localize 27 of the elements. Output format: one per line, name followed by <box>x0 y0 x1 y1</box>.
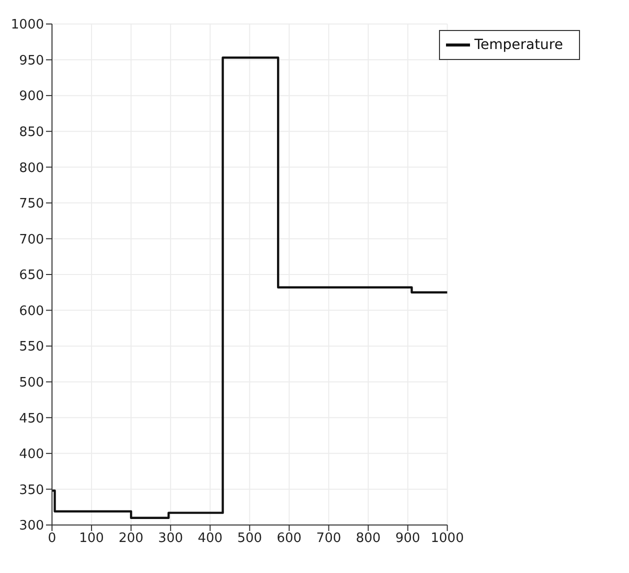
y-tick-label: 550 <box>19 340 44 355</box>
legend-label: Temperature <box>474 37 563 54</box>
y-tick-label: 350 <box>19 482 44 498</box>
y-tick-label: 950 <box>19 53 44 68</box>
x-tick-label: 400 <box>198 531 223 546</box>
y-tick-label: 500 <box>19 375 44 390</box>
y-tick-label: 900 <box>19 89 44 104</box>
x-tick-label: 100 <box>79 531 104 546</box>
x-tick-label: 700 <box>316 531 342 546</box>
x-tick-label: 500 <box>237 531 262 546</box>
x-tick-label: 1000 <box>430 531 464 546</box>
x-tick-label: 600 <box>276 531 302 546</box>
y-tick-label: 650 <box>19 268 44 284</box>
y-tick-label: 600 <box>19 304 44 319</box>
x-tick-label: 800 <box>356 531 381 546</box>
y-tick-label: 800 <box>19 160 44 176</box>
x-tick-label: 300 <box>158 531 184 546</box>
x-tick-label: 200 <box>118 531 144 546</box>
y-tick-label: 400 <box>19 447 44 462</box>
x-tick-label: 0 <box>48 531 56 546</box>
y-tick-label: 300 <box>19 518 44 534</box>
y-tick-label: 850 <box>19 124 44 140</box>
y-tick-label: 700 <box>19 232 44 248</box>
y-tick-label: 1000 <box>10 18 44 33</box>
y-tick-label: 450 <box>19 411 44 426</box>
y-tick-label: 750 <box>19 196 44 212</box>
x-tick-label: 900 <box>395 531 420 546</box>
